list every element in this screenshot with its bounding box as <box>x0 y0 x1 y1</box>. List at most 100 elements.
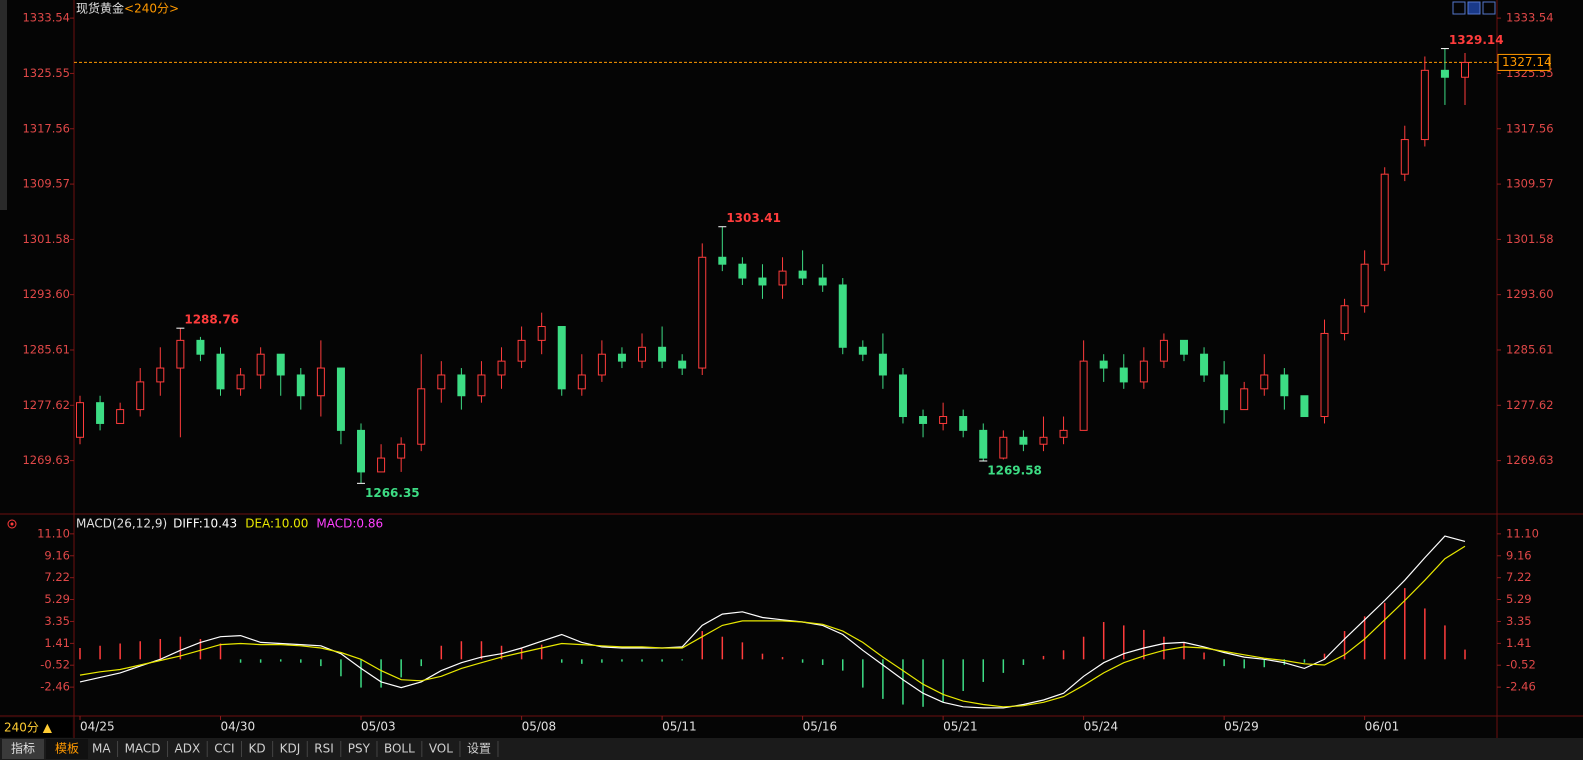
extreme-label: 1288.76 <box>184 313 239 327</box>
y-tick-label: 1293.60 <box>22 287 70 301</box>
candle-body <box>858 346 867 355</box>
candle-body <box>196 339 205 355</box>
x-tick-label: 05/21 <box>943 720 978 734</box>
x-tick-label: 05/08 <box>522 720 557 734</box>
extreme-label: 1303.41 <box>726 211 781 225</box>
tab-bg[interactable] <box>2 739 44 759</box>
candle-body <box>1300 395 1309 418</box>
tab[interactable]: 指标 <box>11 741 35 756</box>
tab[interactable]: 模板 <box>55 742 79 756</box>
candle-body <box>738 263 747 279</box>
candle-body <box>397 443 406 459</box>
candle-body <box>336 367 345 431</box>
indicator-tab[interactable]: VOL <box>429 742 453 756</box>
candle-body <box>1461 61 1469 78</box>
instrument-name: 现货黄金 <box>76 1 124 16</box>
candle-body <box>377 457 386 473</box>
indicator-tab[interactable]: PSY <box>348 742 371 756</box>
candle-body <box>1159 339 1168 362</box>
candle-body <box>798 270 807 279</box>
y-tick-label: -2.46 <box>40 680 70 694</box>
x-tick-label: 04/25 <box>80 720 115 734</box>
y-tick-label-right: 1293.60 <box>1506 287 1554 301</box>
y-tick-label: 5.29 <box>44 592 70 606</box>
period-label: <240分> <box>124 2 179 16</box>
y-tick-label-right: 1317.56 <box>1506 121 1554 135</box>
candle-body <box>698 256 707 369</box>
candle-body <box>878 353 887 376</box>
extreme-label: 1269.58 <box>987 463 1042 477</box>
candle-body <box>457 374 466 397</box>
x-tick-label: 05/03 <box>361 720 396 734</box>
candle-body <box>838 284 847 348</box>
candle-body <box>557 326 566 390</box>
candle-body <box>216 353 225 390</box>
button[interactable] <box>1482 1 1496 15</box>
candle-body <box>1400 139 1409 175</box>
candle-body <box>1220 374 1229 411</box>
x-tick-label: 05/16 <box>803 720 838 734</box>
extreme-label: 1329.14 <box>1449 33 1504 47</box>
candle-body <box>96 402 105 424</box>
candle-body <box>156 367 165 383</box>
y-tick-label: -0.52 <box>40 658 70 672</box>
indicator-tab[interactable]: ADX <box>175 742 201 756</box>
candle-body <box>979 429 988 459</box>
button[interactable] <box>1467 1 1481 15</box>
y-tick-label-right: 1309.57 <box>1506 177 1554 191</box>
legend-entry: MACD:0.86 <box>316 517 383 531</box>
indicator-tab[interactable]: CCI <box>214 742 234 756</box>
y-tick-label: 9.16 <box>44 548 70 562</box>
candle-body <box>1380 173 1389 265</box>
legend-entry: DIFF:10.43 <box>173 517 237 531</box>
indicator-tab[interactable]: 设置 <box>467 742 491 756</box>
candle-body <box>1119 367 1128 383</box>
candle-body <box>256 353 265 376</box>
y-tick-label-right: 7.22 <box>1506 570 1532 584</box>
y-tick-label-right: 1277.62 <box>1506 398 1554 412</box>
candle-body <box>437 374 446 390</box>
period-button-bg[interactable] <box>0 718 72 737</box>
x-tick-label: 04/30 <box>221 720 256 734</box>
candle-body <box>1139 360 1148 383</box>
indicator-icon-dot <box>10 522 14 526</box>
indicator-tab[interactable]: MACD <box>125 742 161 756</box>
candle-body <box>517 339 526 362</box>
indicator-tab[interactable]: RSI <box>314 742 334 756</box>
y-tick-label: 1317.56 <box>22 121 70 135</box>
indicator-icon[interactable] <box>7 519 17 529</box>
period-button[interactable]: 240分 ▲ <box>4 721 53 735</box>
indicator-tab[interactable]: KDJ <box>280 742 301 756</box>
indicator-tab[interactable]: KD <box>249 742 266 756</box>
candle-body <box>76 402 84 438</box>
y-tick-label: 11.10 <box>37 526 70 540</box>
left-scrollbar <box>0 0 7 210</box>
y-tick-label-right: 5.29 <box>1506 592 1532 606</box>
y-tick-label: 1325.55 <box>22 66 70 80</box>
button[interactable] <box>1452 1 1466 15</box>
tab-bg[interactable] <box>46 739 88 759</box>
y-tick-label-right: 1285.61 <box>1506 342 1554 356</box>
candle-body <box>597 353 606 376</box>
last-price-box <box>1497 53 1551 71</box>
macd-line <box>79 545 1466 708</box>
window-buttons[interactable] <box>1452 1 1496 15</box>
indicator-tab[interactable]: MA <box>92 742 111 756</box>
y-tick-label: 1285.61 <box>22 342 70 356</box>
y-tick-label-right: 1269.63 <box>1506 453 1554 467</box>
x-tick-label: 06/01 <box>1365 720 1400 734</box>
y-tick-label: 1.41 <box>44 636 70 650</box>
candle-body <box>537 326 546 341</box>
candle-body <box>999 436 1008 459</box>
indicator-tab[interactable]: BOLL <box>384 742 415 756</box>
candle-body <box>477 374 486 397</box>
x-tick-label: 05/11 <box>662 720 697 734</box>
candle-body <box>1079 360 1088 431</box>
candle-body <box>939 416 948 424</box>
candle-body <box>577 374 586 390</box>
candle-body <box>116 409 125 424</box>
last-price-label: 1327.14 <box>1502 55 1552 69</box>
